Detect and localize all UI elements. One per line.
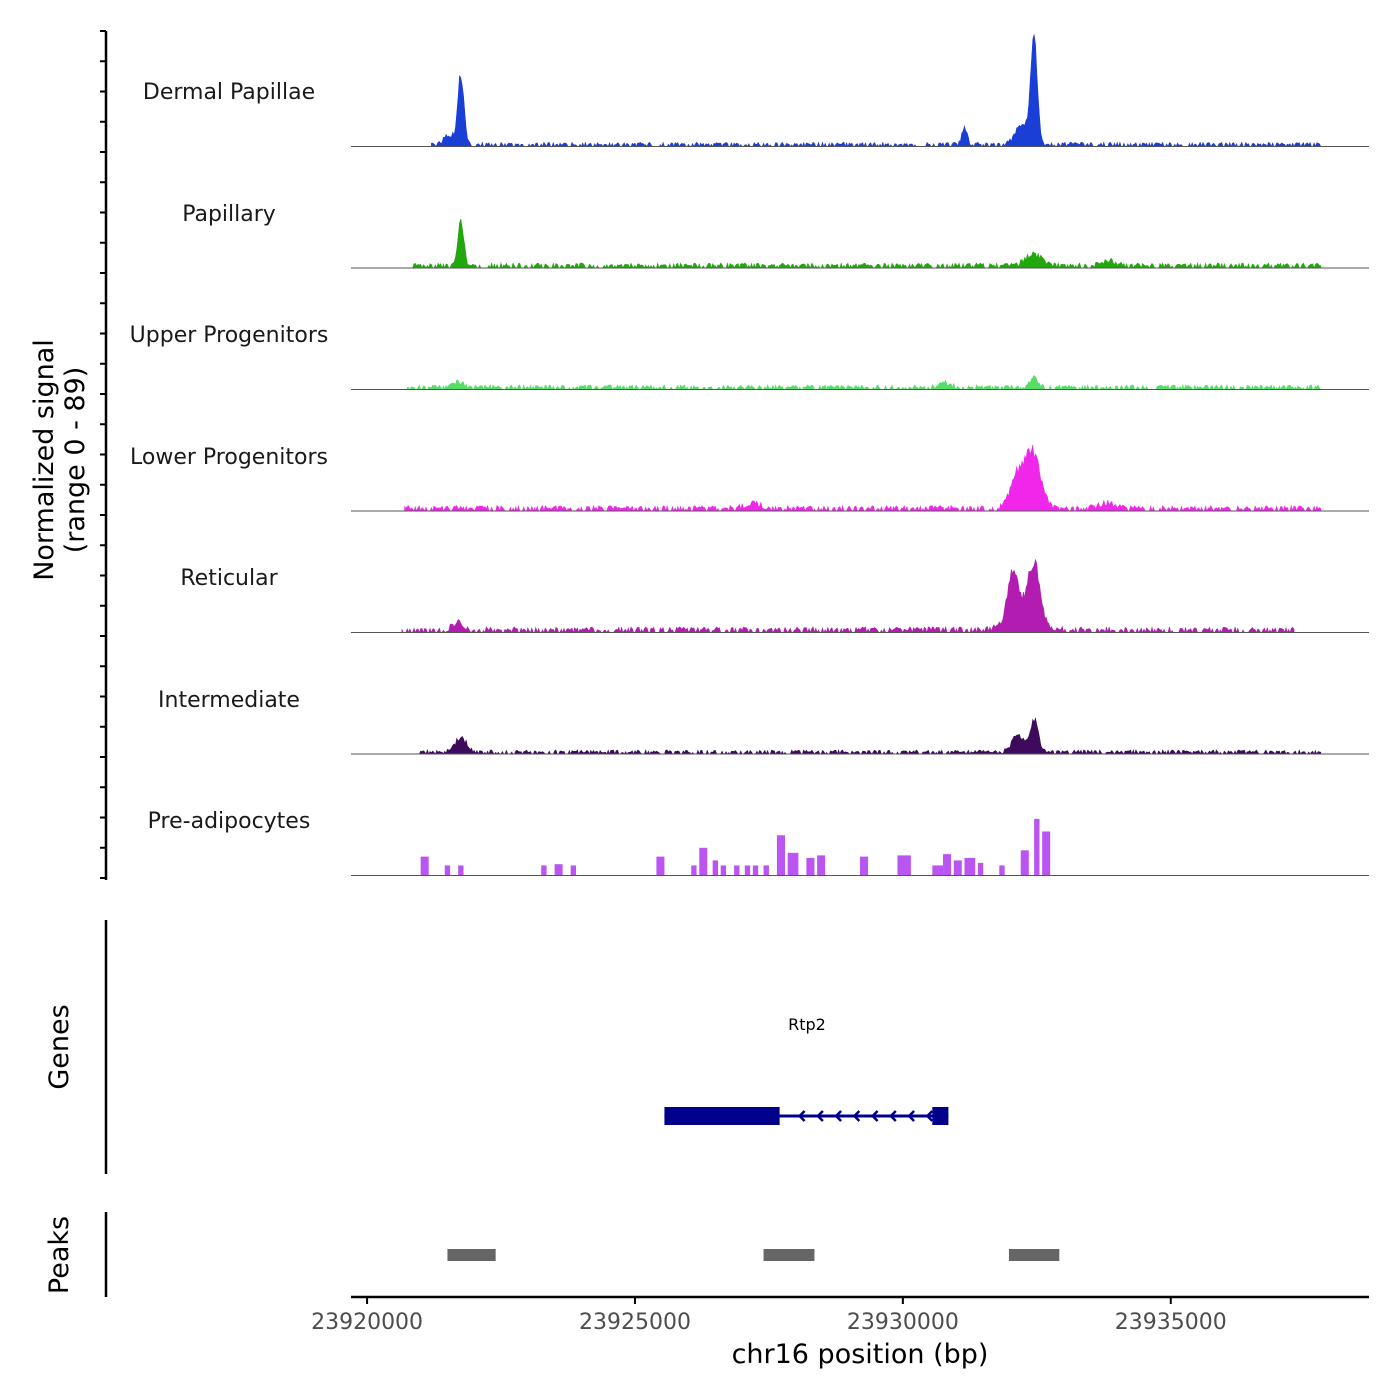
coverage-block-pre-adipocytes: [712, 860, 719, 876]
coverage-tracks: Dermal Papillae Papillary Upper Progenit…: [130, 34, 1369, 876]
coverage-area-lower-progenitors: [404, 444, 1322, 513]
track-label-lower-progenitors: Lower Progenitors: [130, 445, 328, 470]
x-tick-label: 23930000: [847, 1310, 959, 1335]
coverage-area-dermal-papillae: [431, 34, 1322, 148]
track-upper-progenitors: Upper Progenitors: [130, 323, 1369, 391]
coverage-area-reticular: [401, 559, 1295, 634]
coverage-block-pre-adipocytes: [570, 865, 577, 876]
track-reticular: Reticular: [180, 559, 1369, 634]
track-label-upper-progenitors: Upper Progenitors: [130, 323, 329, 348]
track-lower-progenitors: Lower Progenitors: [130, 444, 1369, 513]
coverage-block-pre-adipocytes: [1034, 818, 1040, 876]
coverage-block-pre-adipocytes: [977, 862, 984, 876]
genes-y-label: Genes: [44, 1004, 75, 1089]
coverage-block-pre-adipocytes: [699, 847, 708, 876]
x-axis-ticks: 23920000 23925000 23930000 23935000: [311, 1297, 1227, 1335]
coverage-block-pre-adipocytes: [744, 865, 751, 876]
coverage-block-pre-adipocytes: [444, 865, 451, 876]
coverage-block-pre-adipocytes: [752, 865, 759, 876]
coverage-area-upper-progenitors: [407, 374, 1322, 391]
x-axis-label: chr16 position (bp): [732, 1339, 989, 1370]
genes-panel: Genes Rtp2: [44, 920, 949, 1174]
coverage-block-pre-adipocytes: [817, 855, 826, 876]
strand-arrow-icon: [870, 1110, 879, 1122]
gene-label-rtp2: Rtp2: [788, 1015, 826, 1034]
coverage-y-ticks: [100, 30, 106, 879]
strand-arrow-icon: [797, 1110, 806, 1122]
track-papillary: Papillary: [182, 202, 1369, 270]
track-label-dermal-papillae: Dermal Papillae: [143, 80, 315, 105]
track-pre-adipocytes: Pre-adipocytes: [148, 809, 1369, 876]
strand-arrow-icon: [907, 1110, 915, 1122]
x-tick-label: 23935000: [1115, 1310, 1227, 1335]
coverage-block-pre-adipocytes: [734, 865, 740, 876]
coverage-block-pre-adipocytes: [999, 865, 1005, 876]
coverage-area-papillary: [412, 218, 1322, 270]
peak-region: [763, 1249, 815, 1261]
track-label-reticular: Reticular: [180, 566, 278, 591]
coverage-block-pre-adipocytes: [720, 865, 727, 876]
strand-arrow-icon: [925, 1110, 934, 1122]
coverage-block-pre-adipocytes: [806, 857, 815, 876]
gene-exon-rtp2: [932, 1107, 949, 1125]
coverage-y-label-line2: (range 0 - 89): [60, 367, 91, 554]
coverage-block-pre-adipocytes: [776, 835, 785, 876]
peak-region: [1008, 1249, 1060, 1261]
coverage-block-pre-adipocytes: [763, 865, 769, 876]
x-axis: 23920000 23925000 23930000 23935000 chr16 p…: [311, 1295, 1369, 1370]
coverage-block-pre-adipocytes: [964, 857, 976, 876]
coverage-block-pre-adipocytes: [656, 856, 665, 876]
peaks-panel: Peaks: [44, 1212, 1060, 1297]
coverage-y-label-line1: Normalized signal: [29, 339, 60, 581]
coverage-area-intermediate: [418, 717, 1322, 755]
track-label-pre-adipocytes: Pre-adipocytes: [148, 809, 311, 834]
coverage-block-pre-adipocytes: [953, 860, 962, 876]
coverage-block-pre-adipocytes: [458, 865, 464, 876]
coverage-block-pre-adipocytes: [420, 856, 429, 876]
peak-regions: [447, 1249, 1060, 1261]
coverage-block-pre-adipocytes: [1020, 850, 1029, 876]
x-tick-label: 23920000: [311, 1310, 423, 1335]
coverage-block-pre-adipocytes: [932, 865, 944, 876]
track-dermal-papillae: Dermal Papillae: [143, 34, 1369, 148]
coverage-block-pre-adipocytes: [1042, 831, 1051, 876]
coverage-block-pre-adipocytes: [897, 855, 911, 876]
peaks-y-label: Peaks: [44, 1216, 75, 1294]
track-label-papillary: Papillary: [182, 202, 276, 227]
coverage-block-pre-adipocytes: [860, 856, 869, 876]
track-intermediate: Intermediate: [158, 688, 1369, 755]
coverage-y-axis: Normalized signal (range 0 - 89): [29, 30, 108, 880]
strand-arrow-icon: [852, 1110, 861, 1122]
track-label-intermediate: Intermediate: [158, 688, 300, 713]
coverage-block-pre-adipocytes: [541, 865, 547, 876]
coverage-block-pre-adipocytes: [787, 852, 799, 876]
peak-region: [447, 1249, 496, 1261]
strand-arrow-icon: [889, 1110, 897, 1122]
gene-model-rtp2: [664, 1107, 949, 1125]
coverage-block-pre-adipocytes: [943, 854, 952, 876]
strand-arrow-icon: [834, 1110, 843, 1122]
gene-exon-rtp2: [664, 1107, 780, 1125]
coverage-block-pre-adipocytes: [554, 864, 563, 876]
strand-arrow-icon: [816, 1110, 824, 1122]
x-tick-label: 23925000: [579, 1310, 691, 1335]
coverage-block-pre-adipocytes: [691, 865, 697, 876]
